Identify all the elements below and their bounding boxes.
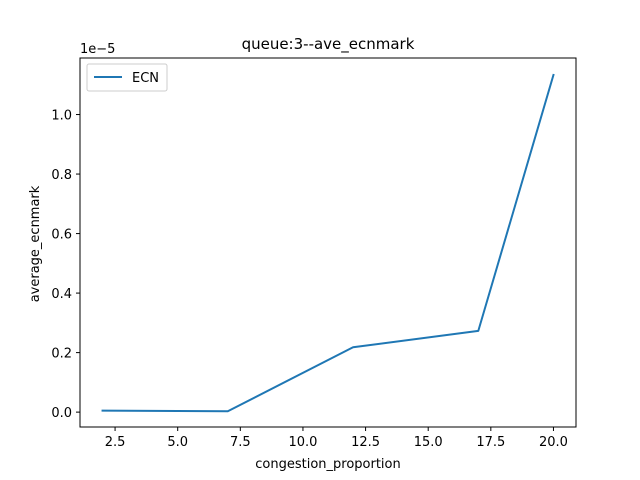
y-tick-label: 0.2 xyxy=(51,347,72,362)
legend-series-label: ECN xyxy=(132,71,159,86)
x-axis-ticks: 2.5 5.0 7.5 10.0 12.5 15.0 17.5 20.0 xyxy=(105,427,568,450)
y-tick-label: 1.0 xyxy=(51,109,72,124)
x-tick-label: 5.0 xyxy=(167,435,188,450)
legend: ECN xyxy=(86,63,168,92)
x-tick-label: 12.5 xyxy=(351,435,380,450)
y-tick-label: 0.8 xyxy=(51,168,72,183)
x-tick-label: 2.5 xyxy=(105,435,126,450)
y-axis-ticks: 0.0 0.2 0.4 0.6 0.8 1.0 xyxy=(51,109,80,421)
y-axis-label: average_ecnmark xyxy=(28,185,43,302)
x-tick-label: 17.5 xyxy=(476,435,505,450)
plot-frame xyxy=(79,57,577,428)
x-tick-label: 15.0 xyxy=(414,435,443,450)
x-axis-label: congestion_proportion xyxy=(255,457,400,472)
x-tick-label: 10.0 xyxy=(288,435,317,450)
series-line-ecn xyxy=(101,73,555,413)
legend-box xyxy=(86,63,168,92)
y-offset-multiplier: 1e−5 xyxy=(80,42,115,57)
y-tick-label: 0.0 xyxy=(51,406,72,421)
y-tick-label: 0.6 xyxy=(51,228,72,243)
y-tick-label: 0.4 xyxy=(51,287,72,302)
x-tick-label: 7.5 xyxy=(230,435,251,450)
chart-title: queue:3--ave_ecnmark xyxy=(242,35,415,54)
plot-series xyxy=(101,73,555,413)
x-tick-label: 20.0 xyxy=(539,435,568,450)
